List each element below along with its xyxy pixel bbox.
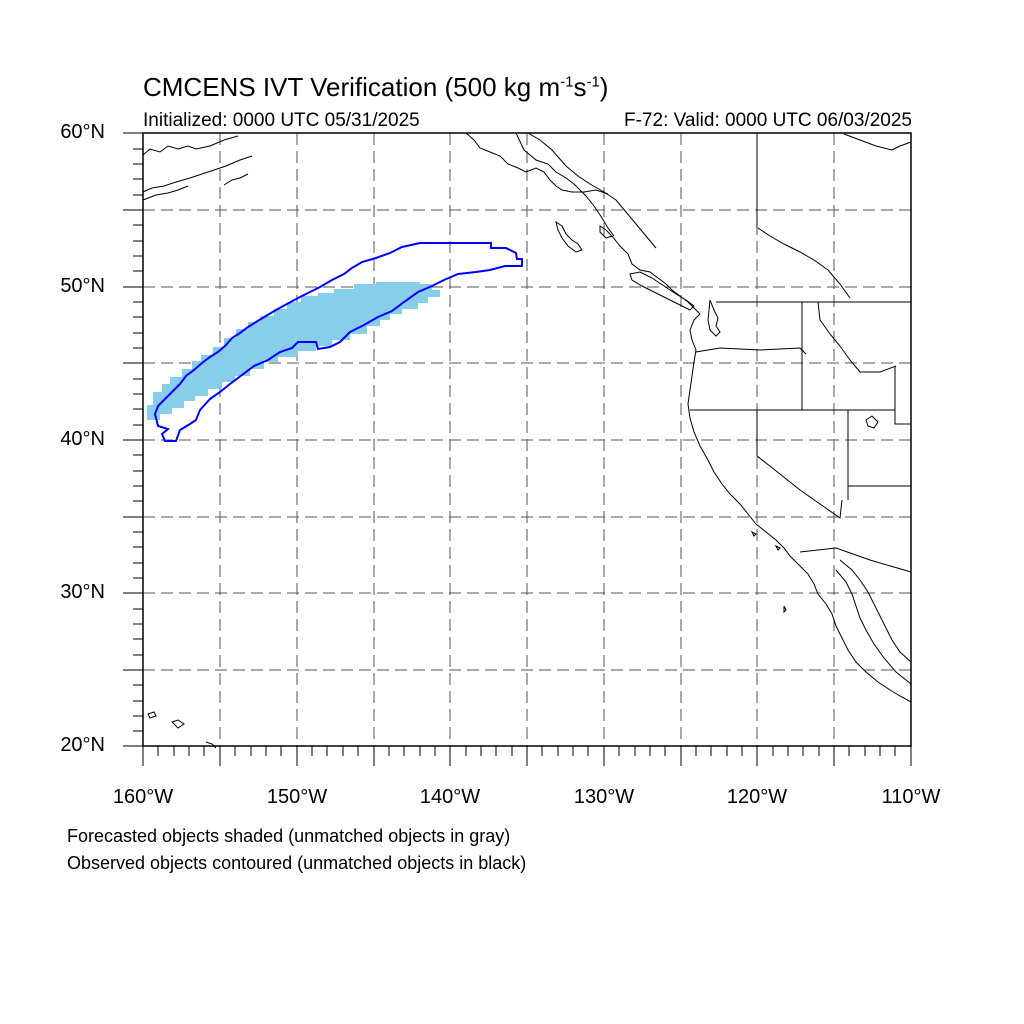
title-main: CMCENS IVT Verification (500 kg m	[143, 72, 561, 102]
political-borders	[690, 133, 912, 573]
title-sup2: -1	[586, 73, 600, 91]
lat-label-50: 50°N	[60, 275, 105, 297]
valid-time: F-72: Valid: 0000 UTC 06/03/2025	[624, 110, 912, 131]
title-mid: s	[573, 72, 587, 102]
lon-label-160w: 160°W	[112, 786, 174, 808]
lat-label-60: 60°N	[60, 121, 105, 143]
lon-label-120w: 120°W	[726, 786, 788, 808]
axis-ticks	[123, 132, 912, 766]
lon-label-110w: 110°W	[881, 786, 941, 808]
lat-label-40: 40°N	[60, 428, 105, 450]
lat-label-30: 30°N	[60, 581, 105, 603]
legend-forecast-caption: Forecasted objects shaded (unmatched obj…	[67, 826, 511, 846]
lon-label-150w: 150°W	[266, 786, 328, 808]
lat-label-20: 20°N	[60, 734, 105, 756]
lon-label-130w: 130°W	[573, 786, 635, 808]
initialized-time: Initialized: 0000 UTC 05/31/2025	[143, 110, 420, 131]
coastlines	[142, 132, 912, 749]
observed-ivt-contour	[153, 242, 523, 442]
forecast-ivt-object	[147, 282, 440, 420]
map-title: CMCENS IVT Verification (500 kg m-1s-1)	[143, 72, 608, 103]
lon-label-140w: 140°W	[419, 786, 481, 808]
legend-observed-caption: Observed objects contoured (unmatched ob…	[67, 853, 527, 873]
title-sup1: -1	[560, 73, 574, 91]
title-end: )	[599, 72, 609, 102]
graticule	[143, 133, 911, 746]
